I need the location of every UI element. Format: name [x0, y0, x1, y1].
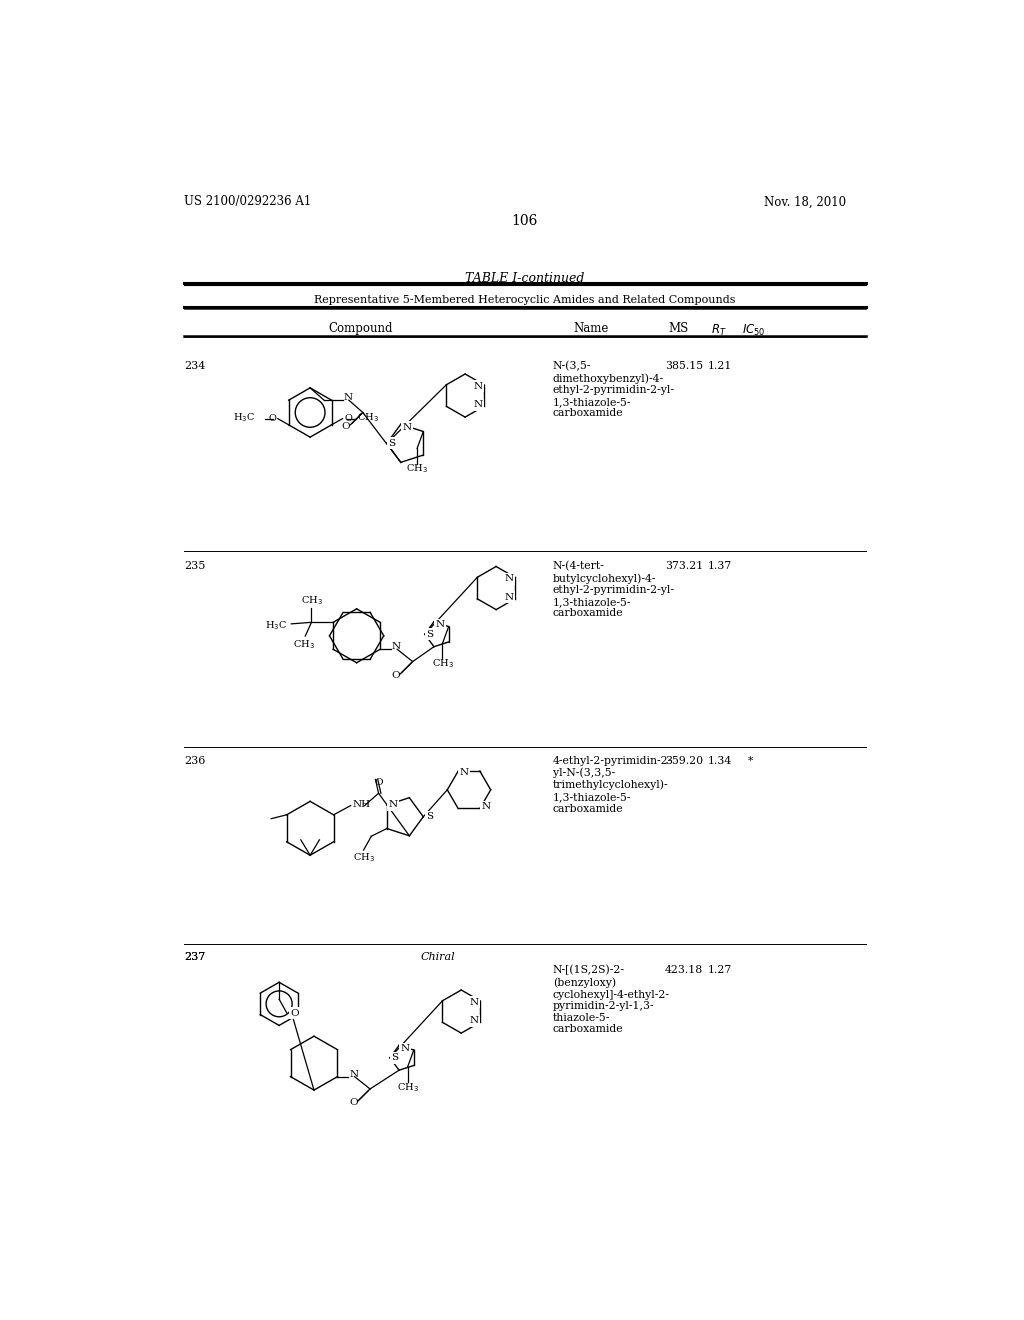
Text: N: N — [469, 998, 478, 1007]
Text: N: N — [473, 381, 482, 391]
Text: 1.37: 1.37 — [708, 561, 732, 572]
Text: N: N — [402, 422, 412, 432]
Text: S: S — [388, 438, 395, 447]
Text: O: O — [391, 671, 400, 680]
Text: S: S — [391, 1053, 398, 1063]
Text: 236: 236 — [183, 756, 205, 766]
Text: 237: 237 — [183, 952, 205, 962]
Text: 385.15: 385.15 — [665, 360, 703, 371]
Text: NH: NH — [352, 800, 371, 809]
Text: *: * — [748, 756, 754, 766]
Text: O: O — [344, 414, 352, 424]
Text: CH$_3$: CH$_3$ — [293, 638, 314, 651]
Text: 373.21: 373.21 — [665, 561, 703, 572]
Text: O: O — [342, 422, 350, 430]
Text: 235: 235 — [183, 561, 205, 572]
Text: Name: Name — [573, 322, 609, 335]
Text: US 2100/0292236 A1: US 2100/0292236 A1 — [183, 195, 311, 209]
Text: CH$_3$: CH$_3$ — [300, 594, 323, 607]
Text: 1.21: 1.21 — [708, 360, 732, 371]
Text: 1.27: 1.27 — [708, 965, 732, 975]
Text: TABLE I-continued: TABLE I-continued — [465, 272, 585, 285]
Text: $IC_{50}$: $IC_{50}$ — [742, 322, 766, 338]
Text: O: O — [290, 1008, 299, 1018]
Text: Representative 5-Membered Heterocyclic Amides and Related Compounds: Representative 5-Membered Heterocyclic A… — [314, 296, 735, 305]
Text: N: N — [473, 400, 482, 409]
Text: 423.18: 423.18 — [665, 965, 703, 975]
Text: 234: 234 — [183, 360, 205, 371]
Text: H$_3$C: H$_3$C — [233, 411, 255, 424]
Text: N: N — [392, 643, 400, 652]
Text: N: N — [343, 393, 352, 403]
Text: N: N — [481, 803, 490, 812]
Text: N: N — [469, 1016, 478, 1026]
Text: MS: MS — [668, 322, 688, 335]
Text: S: S — [426, 630, 433, 639]
Text: S: S — [426, 812, 433, 821]
Text: 4-ethyl-2-pyrimidin-2-
yl-N-(3,3,5-
trimethylcyclohexyl)-
1,3-thiazole-5-
carbox: 4-ethyl-2-pyrimidin-2- yl-N-(3,3,5- trim… — [553, 756, 672, 813]
Text: CH$_3$: CH$_3$ — [431, 657, 454, 671]
Text: $R_T$: $R_T$ — [711, 322, 726, 338]
Text: 359.20: 359.20 — [665, 756, 703, 766]
Text: 1.34: 1.34 — [708, 756, 732, 766]
Text: N: N — [349, 1069, 358, 1078]
Text: N: N — [460, 768, 469, 777]
Text: O: O — [268, 414, 276, 424]
Text: Nov. 18, 2010: Nov. 18, 2010 — [764, 195, 846, 209]
Text: N: N — [388, 800, 397, 809]
Text: H$_3$C: H$_3$C — [264, 619, 287, 632]
Text: O: O — [349, 1098, 357, 1107]
Text: O: O — [374, 777, 383, 787]
Text: N: N — [435, 620, 444, 630]
Text: 106: 106 — [512, 214, 538, 228]
Text: N: N — [504, 593, 513, 602]
Text: Chiral: Chiral — [421, 952, 456, 962]
Text: N: N — [504, 574, 513, 583]
Text: N-(3,5-
dimethoxybenzyl)-4-
ethyl-2-pyrimidin-2-yl-
1,3-thiazole-5-
carboxamide: N-(3,5- dimethoxybenzyl)-4- ethyl-2-pyri… — [553, 360, 675, 418]
Text: N: N — [400, 1044, 410, 1053]
Text: N-(4-tert-
butylcyclohexyl)-4-
ethyl-2-pyrimidin-2-yl-
1,3-thiazole-5-
carboxami: N-(4-tert- butylcyclohexyl)-4- ethyl-2-p… — [553, 561, 675, 619]
Text: CH$_3$: CH$_3$ — [352, 851, 375, 865]
Text: Compound: Compound — [329, 322, 393, 335]
Text: 237: 237 — [183, 952, 205, 962]
Text: CH$_3$: CH$_3$ — [357, 411, 379, 424]
Text: N-[(1S,2S)-2-
(benzyloxy)
cyclohexyl]-4-ethyl-2-
pyrimidin-2-yl-1,3-
thiazole-5-: N-[(1S,2S)-2- (benzyloxy) cyclohexyl]-4-… — [553, 965, 670, 1035]
Text: CH$_3$: CH$_3$ — [407, 462, 428, 475]
Text: CH$_3$: CH$_3$ — [396, 1081, 419, 1094]
